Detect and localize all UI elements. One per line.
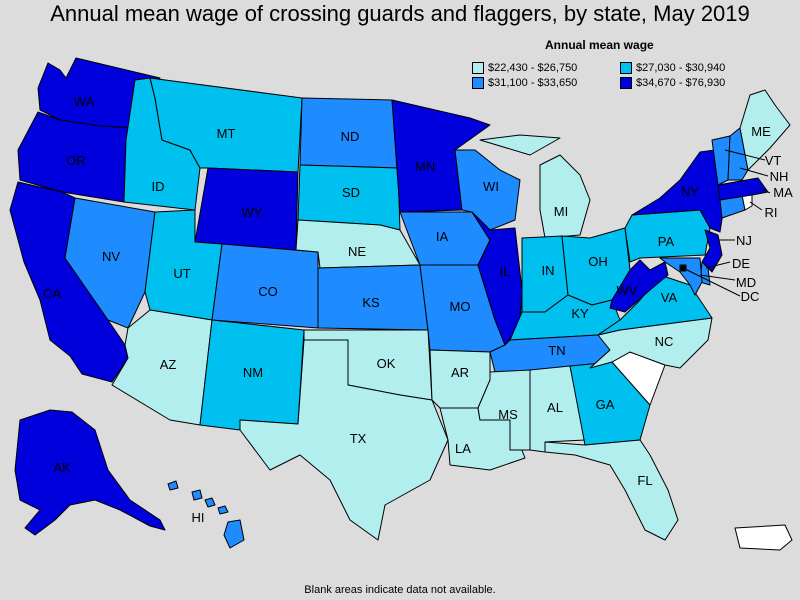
label-DC: DC <box>741 289 760 304</box>
state-NJ[interactable] <box>701 229 723 273</box>
label-AL: AL <box>547 400 563 415</box>
legend-label-1: $22,430 - $26,750 <box>488 62 578 74</box>
label-IN: IN <box>542 263 555 278</box>
legend-label-4: $34,670 - $76,930 <box>636 77 726 89</box>
legend-swatch-1 <box>472 62 484 74</box>
dc-marker <box>680 265 686 271</box>
state-MT[interactable] <box>149 77 303 173</box>
label-WI: WI <box>483 179 499 194</box>
state-AK[interactable] <box>14 409 166 536</box>
legend-item-3: $31,100 - $33,650 <box>472 77 577 89</box>
state-HI-5[interactable] <box>223 519 245 549</box>
label-VT: VT <box>765 153 782 168</box>
label-MA: MA <box>773 185 793 200</box>
label-IA: IA <box>436 229 449 244</box>
state-HI-3[interactable] <box>204 497 216 508</box>
label-AK: AK <box>53 460 71 475</box>
label-NC: NC <box>655 334 674 349</box>
legend-swatch-3 <box>472 77 484 89</box>
label-NM: NM <box>243 365 263 380</box>
label-PA: PA <box>658 234 675 249</box>
label-LA: LA <box>455 441 471 456</box>
legend-swatch-4 <box>620 77 632 89</box>
label-MD: MD <box>736 275 756 290</box>
label-NV: NV <box>102 249 120 264</box>
label-ME: ME <box>751 124 771 139</box>
label-HI: HI <box>192 510 205 525</box>
state-MA[interactable] <box>717 177 769 201</box>
state-PR[interactable] <box>734 524 793 551</box>
label-ND: ND <box>341 129 360 144</box>
state-NH[interactable] <box>727 127 749 181</box>
label-NY: NY <box>681 184 699 199</box>
label-CO: CO <box>258 284 278 299</box>
label-KY: KY <box>571 306 589 321</box>
label-GA: GA <box>596 397 615 412</box>
state-MI[interactable] <box>479 134 591 239</box>
state-WI[interactable] <box>454 149 521 231</box>
label-OH: OH <box>588 254 608 269</box>
legend-label-3: $31,100 - $33,650 <box>488 77 578 89</box>
label-RI: RI <box>765 205 778 220</box>
label-MO: MO <box>450 299 471 314</box>
label-AZ: AZ <box>160 357 177 372</box>
leader-line-ri <box>749 201 763 211</box>
label-IL: IL <box>500 264 511 279</box>
leader-line-dc <box>682 267 741 297</box>
label-WY: WY <box>242 205 263 220</box>
state-HI-4[interactable] <box>217 505 229 515</box>
legend-swatch-2 <box>620 62 632 74</box>
label-SD: SD <box>342 185 360 200</box>
leader-line-de <box>705 261 731 269</box>
label-CA: CA <box>43 286 61 301</box>
state-TX[interactable] <box>239 339 449 541</box>
label-DE: DE <box>732 256 750 271</box>
label-VA: VA <box>661 290 678 305</box>
label-NJ: NJ <box>736 233 752 248</box>
state-MD[interactable] <box>659 257 703 296</box>
label-NE: NE <box>348 244 366 259</box>
state-HI-1[interactable] <box>167 480 179 491</box>
label-MS: MS <box>498 407 518 422</box>
map-title: Annual mean wage of crossing guards and … <box>50 1 750 26</box>
label-ID: ID <box>152 179 165 194</box>
label-AR: AR <box>451 365 469 380</box>
label-MN: MN <box>415 159 435 174</box>
leader-line-md <box>699 274 736 281</box>
label-OK: OK <box>377 356 396 371</box>
label-UT: UT <box>173 266 190 281</box>
legend-item-1: $22,430 - $26,750 <box>472 62 577 74</box>
label-WA: WA <box>74 94 95 109</box>
legend-item-2: $27,030 - $30,940 <box>620 62 725 74</box>
label-NH: NH <box>770 169 789 184</box>
footnote: Blank areas indicate data not available. <box>304 584 496 596</box>
label-MT: MT <box>217 126 236 141</box>
label-MI: MI <box>554 204 568 219</box>
label-KS: KS <box>362 295 380 310</box>
label-FL: FL <box>637 473 652 488</box>
state-ME[interactable] <box>739 89 791 171</box>
state-WV[interactable] <box>609 259 669 313</box>
label-OR: OR <box>66 153 86 168</box>
label-TN: TN <box>548 343 565 358</box>
legend-label-2: $27,030 - $30,940 <box>636 62 726 74</box>
leader-line-vt <box>724 149 766 161</box>
label-WV: WV <box>617 283 638 298</box>
label-TX: TX <box>350 431 367 446</box>
leader-line-ma <box>759 187 771 194</box>
leader-line-nh <box>739 167 769 177</box>
state-HI-2[interactable] <box>191 489 203 501</box>
legend-title: Annual mean wage <box>545 38 654 52</box>
state-FL[interactable] <box>544 439 679 541</box>
legend-item-4: $34,670 - $76,930 <box>620 77 725 89</box>
